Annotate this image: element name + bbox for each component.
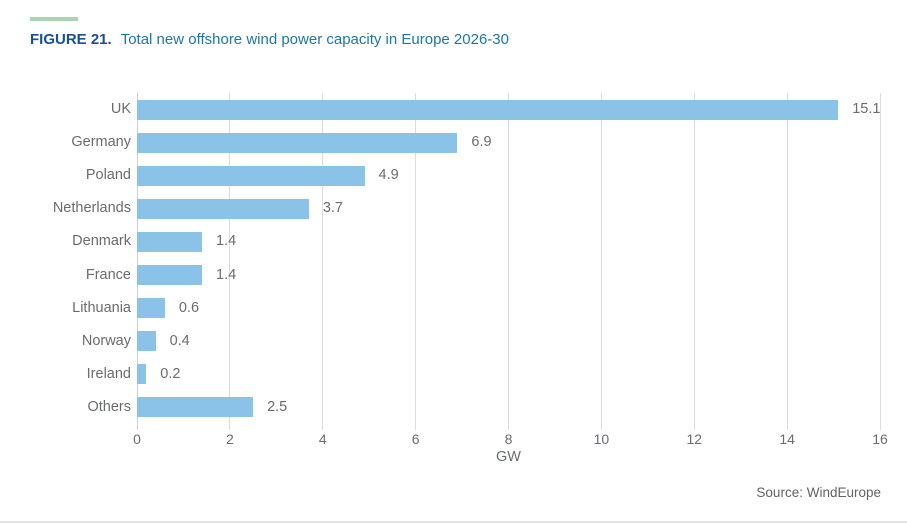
bar-value-label: 15.1 (852, 101, 881, 117)
category-label: France (85, 266, 131, 283)
bar (137, 99, 839, 120)
bar (137, 298, 165, 319)
bar-value-label: 3.7 (322, 200, 343, 217)
category-label: Denmark (72, 233, 131, 250)
bar-value-label: 4.9 (378, 167, 399, 184)
gridline (229, 93, 231, 430)
x-tick-label: 4 (318, 431, 327, 447)
gridline (508, 93, 509, 430)
category-label: Ireland (86, 365, 131, 382)
figure-title-text: Total new offshore wind power capacity i… (120, 31, 509, 48)
accent-dash (30, 17, 78, 21)
category-label: Lithuania (72, 299, 131, 316)
x-tick-label: 10 (593, 431, 610, 447)
category-label: Germany (71, 134, 131, 151)
x-tick-label: 2 (225, 431, 234, 447)
gridline (693, 93, 695, 430)
gridline (415, 93, 417, 430)
bar (137, 331, 156, 352)
category-label: Poland (85, 167, 131, 184)
bar (137, 165, 365, 186)
bar-value-label: 0.4 (169, 332, 190, 349)
x-tick-label: 0 (133, 431, 141, 447)
bar-value-label: 6.9 (471, 134, 492, 151)
figure-title: FIGURE 21. Total new offshore wind power … (30, 31, 509, 48)
category-label: UK (110, 101, 131, 117)
x-axis-label: GW (496, 449, 521, 465)
bar (137, 231, 202, 252)
bar (137, 364, 147, 385)
bar-value-label: 0.2 (160, 365, 181, 382)
bar-value-label: 1.4 (216, 233, 237, 250)
category-label: Others (87, 398, 131, 415)
gridline (879, 93, 881, 430)
bar-value-label: 1.4 (216, 266, 237, 283)
x-tick-label: 12 (686, 431, 703, 447)
gridline (786, 93, 788, 430)
figure-label: FIGURE 21. (30, 31, 112, 48)
plot-area: 15.1 6.9 4.9 3.7 1.4 1.4 0.6 0.4 0.2 2.5 (136, 93, 881, 430)
category-axis: UK Germany Poland Netherlands Denmark France L… (0, 93, 131, 424)
gridline (322, 93, 324, 430)
source-note: Source: WindEurope (756, 485, 881, 500)
bar-value-label: 0.6 (178, 299, 200, 316)
x-tick-label: 8 (504, 431, 513, 447)
x-tick-label: 14 (779, 431, 795, 447)
category-label: Netherlands (52, 200, 131, 217)
bar-value-label: 2.5 (267, 398, 288, 415)
bar (137, 132, 458, 153)
bottom-rule (0, 521, 907, 523)
y-axis-line (136, 93, 138, 430)
gridline (600, 93, 602, 430)
x-tick-label: 6 (411, 431, 420, 447)
bar (137, 198, 309, 219)
x-axis: 0 2 4 6 8 10 12 14 16 (133, 424, 888, 450)
x-tick-label: 16 (872, 431, 888, 447)
bar (137, 265, 202, 286)
category-label: Norway (81, 332, 131, 349)
bar (137, 397, 254, 418)
